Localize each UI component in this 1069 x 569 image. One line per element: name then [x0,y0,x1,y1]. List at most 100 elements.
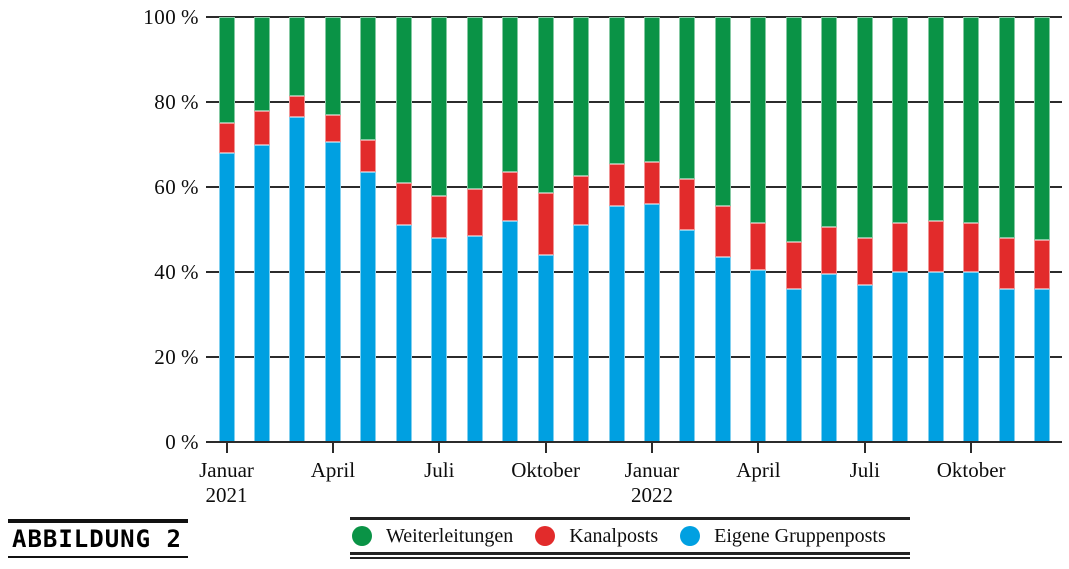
bar-segment-weiterleitungen [253,17,270,111]
x-tick-label: April [683,458,833,483]
bar-segment-eigene-gruppenposts [502,221,519,442]
y-tick-label-40: 40 % [154,260,199,284]
bar-segment-eigene-gruppenposts [856,284,873,442]
bar-mai-2022 [785,17,802,442]
bar-segment-eigene-gruppenposts [679,229,696,442]
bar-märz-2022 [714,17,731,442]
bar-segment-kanalposts [431,195,448,238]
x-tick-label: Oktober [896,458,1046,483]
bar-segment-eigene-gruppenposts [963,272,980,442]
bar-februar-2022 [679,17,696,442]
x-tick-label-line: April [736,458,781,482]
y-tick-label-60: 60 % [154,175,199,199]
bar-segment-weiterleitungen [785,17,802,243]
bar-segment-kanalposts [963,223,980,272]
y-tick-label-80: 80 % [154,90,199,114]
x-tick-label-line: Juli [849,458,880,482]
bar-segment-eigene-gruppenposts [218,153,235,442]
x-tick [970,443,973,453]
bar-segment-kanalposts [892,223,909,272]
x-tick-label-line: Juli [424,458,455,482]
bar-segment-eigene-gruppenposts [927,272,944,442]
bar-segment-weiterleitungen [466,17,483,190]
bar-segment-kanalposts [998,238,1015,289]
grid-line-100 [206,16,1062,18]
bar-segment-weiterleitungen [608,17,625,164]
bar-segment-kanalposts [714,206,731,258]
bar-segment-kanalposts [289,95,306,117]
x-tick [331,443,334,453]
bar-segment-kanalposts [608,163,625,207]
bar-segment-eigene-gruppenposts [537,255,554,442]
bar-segment-weiterleitungen [679,17,696,179]
bar-segment-kanalposts [573,176,590,226]
bar-januar-2021 [218,17,235,442]
bar-segment-kanalposts [927,221,944,272]
bar-segment-weiterleitungen [218,17,235,124]
x-tick-label: Januar 2021 [152,458,302,508]
bar-segment-weiterleitungen [537,17,554,194]
x-tick-label: April [258,458,408,483]
bar-segment-eigene-gruppenposts [324,142,341,442]
y-tick-label-20: 20 % [154,345,199,369]
legend-label-kanalposts: Kanalposts [569,524,659,547]
blue-dot-icon [680,526,701,546]
bar-november-2021 [573,17,590,442]
legend-item-kanalposts: Kanalposts [535,525,658,548]
bar-september-2021 [502,17,519,442]
bar-segment-kanalposts [785,242,802,289]
x-tick-label-line: Januar [624,458,680,482]
bar-segment-eigene-gruppenposts [750,269,767,442]
bar-mai-2021 [360,17,377,442]
bar-segment-eigene-gruppenposts [466,235,483,442]
bar-segment-kanalposts [395,182,412,226]
bar-segment-weiterleitungen [289,17,306,96]
x-tick [651,443,654,453]
bar-juni-2021 [395,17,412,442]
bar-segment-weiterleitungen [963,17,980,224]
figure-badge-top-rule [8,519,188,523]
bar-segment-weiterleitungen [856,17,873,238]
bar-august-2022 [892,17,909,442]
bar-segment-weiterleitungen [927,17,944,221]
bar-segment-eigene-gruppenposts [1034,289,1051,442]
bar-segment-eigene-gruppenposts [289,116,306,442]
bar-august-2021 [466,17,483,442]
y-tick-label-100: 100 % [143,5,199,29]
grid-line-80 [206,101,1062,103]
bar-dezember-2022 [1034,17,1051,442]
x-tick-label-line: April [310,458,356,482]
bar-segment-kanalposts [360,140,377,173]
bar-segment-kanalposts [466,189,483,236]
bar-segment-kanalposts [644,161,661,204]
bar-segment-weiterleitungen [573,17,590,177]
bar-juni-2022 [821,17,838,442]
bar-segment-weiterleitungen [750,17,767,224]
green-dot-icon [352,526,372,546]
bar-segment-weiterleitungen [644,17,661,162]
x-tick-label-line: 2022 [631,483,674,507]
bar-märz-2021 [289,17,306,442]
bar-segment-eigene-gruppenposts [998,289,1015,442]
legend-bottom-rule [350,552,910,555]
bar-januar-2022 [644,17,661,442]
x-tick-label: Oktober [471,458,621,483]
figure-badge-bottom-rule [8,556,188,558]
x-tick [757,443,760,453]
legend-item-weiterleitungen: Weiterleitungen [352,525,513,548]
bar-segment-weiterleitungen [821,17,838,228]
bar-segment-weiterleitungen [502,17,519,173]
bar-segment-weiterleitungen [431,17,448,196]
bar-segment-kanalposts [253,110,270,145]
bar-segment-eigene-gruppenposts [395,225,412,442]
grid-line-60 [206,186,1062,188]
x-tick-label-line: Oktober [936,458,1006,482]
bar-segment-eigene-gruppenposts [573,225,590,442]
bar-segment-eigene-gruppenposts [785,289,802,442]
bar-segment-weiterleitungen [324,17,341,115]
bar-segment-eigene-gruppenposts [608,206,625,442]
chart-legend: Weiterleitungen Kanalposts Eigene Gruppe… [350,517,910,559]
legend-row: Weiterleitungen Kanalposts Eigene Gruppe… [350,520,910,552]
bar-april-2021 [324,17,341,442]
